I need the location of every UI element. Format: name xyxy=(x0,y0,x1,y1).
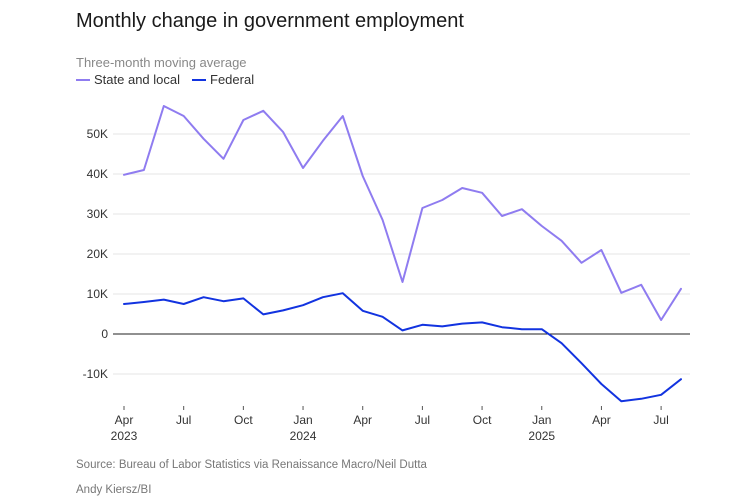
x-tick-label: Apr xyxy=(115,413,134,427)
chart-subtitle: Three-month moving average xyxy=(76,55,247,70)
legend-swatch-state-local xyxy=(76,78,90,81)
legend: State and local Federal xyxy=(76,72,254,87)
legend-item-state-local: State and local xyxy=(76,72,180,87)
legend-swatch-federal xyxy=(192,78,207,81)
legend-label-state-local: State and local xyxy=(94,72,181,87)
series-line-federal xyxy=(123,292,682,403)
y-tick-label: 30K xyxy=(87,207,108,221)
series-line-state-local xyxy=(123,105,682,321)
x-tick-label: Jan xyxy=(532,413,551,427)
x-tick-label: Jul xyxy=(415,413,430,427)
legend-item-federal: Federal xyxy=(192,72,254,87)
x-tick-label: Oct xyxy=(234,413,253,427)
y-tick-label: 20K xyxy=(87,247,108,261)
x-tick-label: Apr xyxy=(353,413,372,427)
x-tick-label: Jul xyxy=(176,413,191,427)
x-tick-year-label: 2024 xyxy=(290,429,317,443)
x-tick-year-label: 2025 xyxy=(528,429,555,443)
y-tick-label: 50K xyxy=(87,127,108,141)
y-tick-label: 0 xyxy=(101,327,108,341)
legend-label-federal: Federal xyxy=(210,72,255,87)
y-tick-label: 10K xyxy=(87,287,108,301)
credit-note: Andy Kiersz/BI xyxy=(76,484,152,496)
chart-title: Monthly change in government employment xyxy=(76,10,464,32)
y-tick-label: 40K xyxy=(87,167,108,181)
x-tick-label: Jul xyxy=(653,413,668,427)
source-note: Source: Bureau of Labor Statistics via R… xyxy=(76,459,427,471)
y-tick-label: -10K xyxy=(83,367,108,381)
x-tick-year-label: 2023 xyxy=(111,429,138,443)
x-tick-label: Oct xyxy=(473,413,492,427)
x-tick-label: Jan xyxy=(293,413,312,427)
x-tick-label: Apr xyxy=(592,413,611,427)
